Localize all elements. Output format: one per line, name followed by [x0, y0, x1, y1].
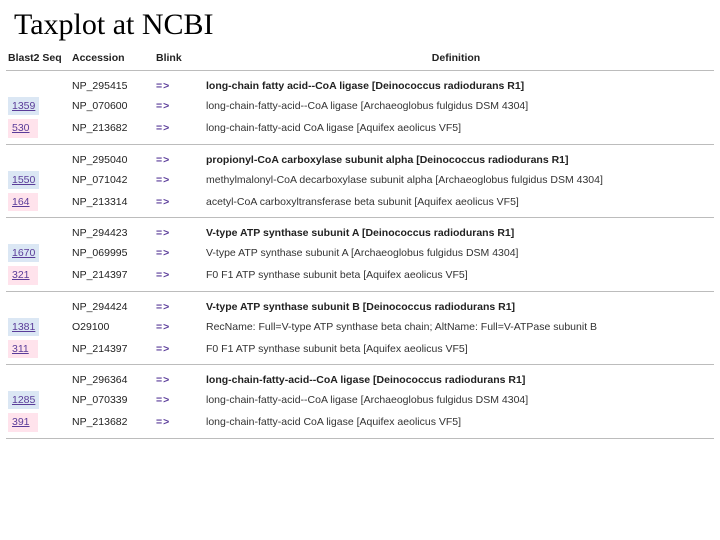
definition-cell: long-chain-fatty-acid--CoA ligase [Archa… — [198, 393, 714, 407]
accession-cell[interactable]: NP_071042 — [72, 173, 156, 187]
table-row: NP_294424=>V-type ATP synthase subunit B… — [6, 298, 714, 316]
blast2seq-score-link[interactable]: 391 — [8, 413, 38, 431]
blast2seq-score-link[interactable]: 311 — [8, 340, 38, 358]
result-group: NP_295040=>propionyl-CoA carboxylase sub… — [6, 145, 714, 219]
page-title: Taxplot at NCBI — [0, 0, 720, 52]
blink-link[interactable]: => — [156, 393, 198, 407]
blink-link[interactable]: => — [156, 173, 198, 187]
blink-link[interactable]: => — [156, 268, 198, 282]
blink-link[interactable]: => — [156, 246, 198, 260]
blink-link[interactable]: => — [156, 195, 198, 209]
table-row: 1670 NP_069995=>V-type ATP synthase subun… — [6, 242, 714, 264]
blast2seq-cell: 1285 — [6, 391, 72, 409]
accession-cell[interactable]: NP_295040 — [72, 153, 156, 167]
table-row: 164 NP_213314=>acetyl-CoA carboxyltransfe… — [6, 191, 714, 213]
blink-link[interactable]: => — [156, 415, 198, 429]
accession-cell[interactable]: NP_296364 — [72, 373, 156, 387]
blast2seq-cell: 1381 — [6, 318, 72, 336]
blink-link[interactable]: => — [156, 153, 198, 167]
definition-cell: RecName: Full=V-type ATP synthase beta c… — [198, 320, 714, 334]
definition-cell: long-chain-fatty-acid CoA ligase [Aquife… — [198, 121, 714, 135]
definition-cell: V-type ATP synthase subunit A [Archaeogl… — [198, 246, 714, 260]
blast2seq-cell: 164 — [6, 193, 72, 211]
blast2seq-cell: 321 — [6, 266, 72, 284]
definition-cell: F0 F1 ATP synthase subunit beta [Aquifex… — [198, 268, 714, 282]
blink-link[interactable]: => — [156, 320, 198, 334]
blast2seq-score-link[interactable]: 164 — [8, 193, 38, 211]
table-row: 1381 O29100=>RecName: Full=V-type ATP syn… — [6, 316, 714, 338]
accession-cell[interactable]: NP_214397 — [72, 342, 156, 356]
result-group: NP_295415=>long-chain fatty acid--CoA li… — [6, 71, 714, 145]
accession-cell[interactable]: NP_294423 — [72, 226, 156, 240]
blink-link[interactable]: => — [156, 300, 198, 314]
col-header-accession: Accession — [72, 52, 156, 64]
blink-link[interactable]: => — [156, 342, 198, 356]
table-row: 1550 NP_071042=>methylmalonyl-CoA decarbo… — [6, 169, 714, 191]
table-row: 1359 NP_070600=>long-chain-fatty-acid--Co… — [6, 95, 714, 117]
col-header-blink: Blink — [156, 52, 198, 64]
blink-link[interactable]: => — [156, 226, 198, 240]
result-group: NP_294423=>V-type ATP synthase subunit A… — [6, 218, 714, 292]
result-group: NP_294424=>V-type ATP synthase subunit B… — [6, 292, 714, 366]
table-row: 391 NP_213682=>long-chain-fatty-acid CoA … — [6, 411, 714, 433]
blink-link[interactable]: => — [156, 99, 198, 113]
definition-cell: long-chain-fatty-acid CoA ligase [Aquife… — [198, 415, 714, 429]
accession-cell[interactable]: NP_213682 — [72, 415, 156, 429]
accession-cell[interactable]: NP_069995 — [72, 246, 156, 260]
definition-cell: long-chain fatty acid--CoA ligase [Deino… — [198, 79, 714, 93]
blast2seq-score-link[interactable]: 1381 — [8, 318, 39, 336]
blast2seq-cell: 530 — [6, 119, 72, 137]
results-table: Blast2 Seq Accession Blink Definition NP… — [0, 52, 720, 439]
table-row: 530 NP_213682=>long-chain-fatty-acid CoA … — [6, 117, 714, 139]
definition-cell: V-type ATP synthase subunit A [Deinococc… — [198, 226, 714, 240]
accession-cell[interactable]: NP_295415 — [72, 79, 156, 93]
accession-cell[interactable]: NP_294424 — [72, 300, 156, 314]
blink-link[interactable]: => — [156, 121, 198, 135]
blast2seq-score-link[interactable]: 530 — [8, 119, 38, 137]
blink-link[interactable]: => — [156, 373, 198, 387]
blast2seq-cell: 1550 — [6, 171, 72, 189]
blast2seq-score-link[interactable]: 1550 — [8, 171, 39, 189]
col-header-blast2seq: Blast2 Seq — [6, 52, 72, 64]
definition-cell: F0 F1 ATP synthase subunit beta [Aquifex… — [198, 342, 714, 356]
definition-cell: methylmalonyl-CoA decarboxylase subunit … — [198, 173, 714, 187]
blast2seq-cell: 311 — [6, 340, 72, 358]
definition-cell: propionyl-CoA carboxylase subunit alpha … — [198, 153, 714, 167]
col-header-definition: Definition — [198, 52, 714, 64]
blink-link[interactable]: => — [156, 79, 198, 93]
blast2seq-cell: 1359 — [6, 97, 72, 115]
definition-cell: V-type ATP synthase subunit B [Deinococc… — [198, 300, 714, 314]
result-group: NP_296364=>long-chain-fatty-acid--CoA li… — [6, 365, 714, 439]
table-row: NP_296364=>long-chain-fatty-acid--CoA li… — [6, 371, 714, 389]
table-header-row: Blast2 Seq Accession Blink Definition — [6, 52, 714, 71]
table-row: NP_295040=>propionyl-CoA carboxylase sub… — [6, 151, 714, 169]
definition-cell: acetyl-CoA carboxyltransferase beta subu… — [198, 195, 714, 209]
accession-cell[interactable]: NP_070600 — [72, 99, 156, 113]
accession-cell[interactable]: NP_213682 — [72, 121, 156, 135]
table-row: 311 NP_214397=>F0 F1 ATP synthase subunit… — [6, 338, 714, 360]
table-row: NP_295415=>long-chain fatty acid--CoA li… — [6, 77, 714, 95]
accession-cell[interactable]: NP_070339 — [72, 393, 156, 407]
table-row: NP_294423=>V-type ATP synthase subunit A… — [6, 224, 714, 242]
blast2seq-score-link[interactable]: 1285 — [8, 391, 39, 409]
accession-cell[interactable]: NP_213314 — [72, 195, 156, 209]
accession-cell[interactable]: O29100 — [72, 320, 156, 334]
blast2seq-score-link[interactable]: 1359 — [8, 97, 39, 115]
table-row: 1285 NP_070339=>long-chain-fatty-acid--Co… — [6, 389, 714, 411]
accession-cell[interactable]: NP_214397 — [72, 268, 156, 282]
table-row: 321 NP_214397=>F0 F1 ATP synthase subunit… — [6, 264, 714, 286]
blast2seq-score-link[interactable]: 321 — [8, 266, 38, 284]
definition-cell: long-chain-fatty-acid--CoA ligase [Archa… — [198, 99, 714, 113]
blast2seq-cell: 1670 — [6, 244, 72, 262]
definition-cell: long-chain-fatty-acid--CoA ligase [Deino… — [198, 373, 714, 387]
blast2seq-cell: 391 — [6, 413, 72, 431]
blast2seq-score-link[interactable]: 1670 — [8, 244, 39, 262]
